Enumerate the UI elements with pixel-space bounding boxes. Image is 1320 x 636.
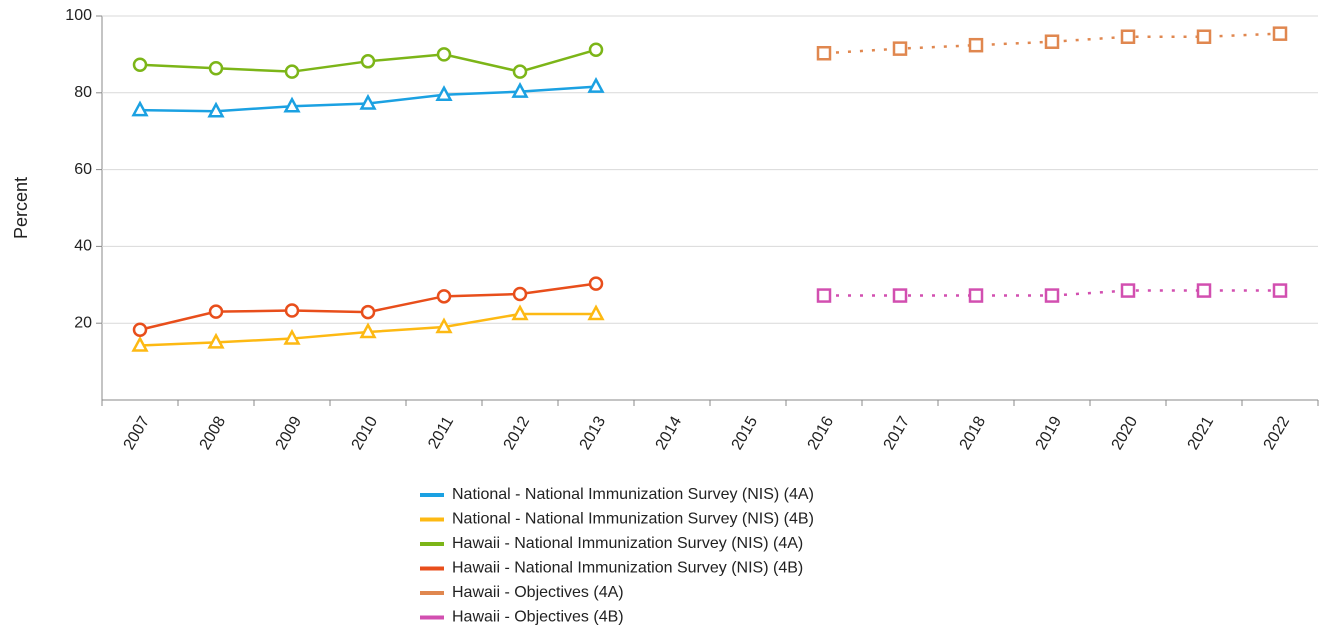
legend-label: Hawaii - Objectives (4A) (452, 584, 624, 601)
data-point (512, 64, 528, 79)
legend-label: National - National Immunization Survey … (452, 511, 814, 528)
x-tick-label: 2018 (957, 414, 990, 453)
data-point (208, 304, 224, 319)
data-point (283, 96, 301, 113)
data-point (588, 276, 604, 291)
data-point (1044, 288, 1060, 303)
data-point (512, 286, 528, 302)
data-point (132, 57, 148, 73)
data-point (131, 100, 149, 117)
data-point (131, 335, 149, 352)
data-point (511, 82, 529, 98)
data-point (360, 304, 376, 320)
data-point (1120, 283, 1136, 298)
data-point (816, 288, 832, 303)
y-tick-label: 80 (74, 84, 92, 101)
data-point (359, 322, 377, 339)
y-tick-label: 20 (74, 314, 92, 331)
data-point (968, 37, 984, 53)
data-point (207, 332, 225, 349)
data-point (1272, 26, 1288, 41)
legend-label: Hawaii - National Immunization Survey (N… (452, 560, 803, 577)
y-tick-label: 60 (74, 161, 92, 178)
x-tick-label: 2011 (425, 414, 457, 452)
x-tick-label: 2015 (729, 414, 762, 453)
data-point (1196, 29, 1212, 44)
data-point (968, 288, 984, 303)
legend-label: Hawaii - Objectives (4B) (452, 609, 624, 626)
data-point (892, 288, 908, 303)
x-tick-label: 2020 (1109, 414, 1142, 453)
x-tick-label: 2021 (1185, 414, 1218, 453)
y-tick-label: 100 (65, 7, 92, 24)
x-tick-label: 2019 (1033, 414, 1066, 453)
data-point (511, 304, 529, 321)
x-tick-label: 2017 (881, 414, 914, 453)
legend-label: National - National Immunization Survey … (452, 486, 814, 503)
data-point (1044, 34, 1060, 49)
data-point (132, 322, 148, 337)
data-point (360, 54, 376, 69)
data-point (284, 303, 300, 318)
data-point (587, 304, 605, 321)
data-point (284, 64, 300, 79)
data-point (435, 85, 453, 101)
data-point (816, 45, 832, 61)
data-point (208, 60, 224, 76)
data-point (436, 289, 452, 304)
legend-label: Hawaii - National Immunization Survey (N… (452, 535, 803, 552)
data-point (892, 41, 908, 56)
x-tick-label: 2022 (1261, 414, 1294, 453)
x-tick-label: 2016 (805, 414, 838, 453)
data-point (207, 101, 225, 118)
data-point (436, 47, 452, 62)
data-point (359, 93, 377, 110)
data-point (1272, 283, 1288, 298)
x-tick-label: 2009 (273, 414, 306, 453)
x-tick-label: 2010 (349, 414, 382, 453)
x-tick-label: 2013 (577, 414, 610, 453)
x-tick-label: 2014 (653, 414, 686, 453)
data-point (588, 42, 604, 58)
y-axis-label: Percent (11, 177, 31, 239)
data-point (1120, 29, 1136, 44)
y-tick-label: 40 (74, 238, 92, 255)
data-point (587, 77, 605, 93)
data-point (1196, 283, 1212, 298)
x-tick-label: 2007 (121, 414, 154, 453)
x-tick-label: 2008 (197, 414, 230, 453)
x-tick-label: 2012 (501, 414, 534, 453)
data-point (435, 317, 453, 334)
data-point (283, 328, 301, 345)
